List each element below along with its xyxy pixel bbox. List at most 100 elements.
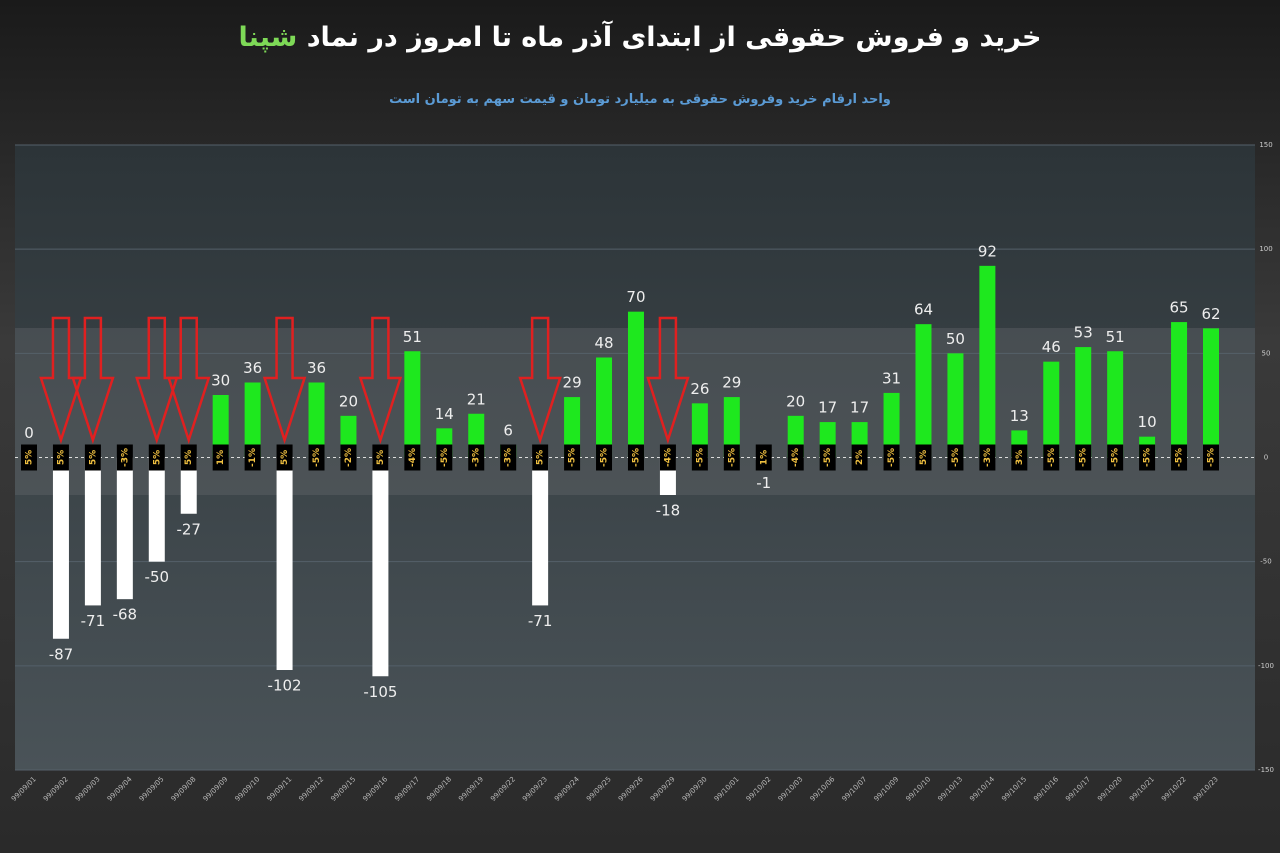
y-tick-label: 150 xyxy=(1259,141,1272,149)
x-tick-label: 99/09/16 xyxy=(361,775,389,803)
arrow xyxy=(135,316,179,445)
price-change-box xyxy=(468,444,485,471)
bar xyxy=(1171,322,1188,458)
arrow xyxy=(71,316,115,445)
value-label: 17 xyxy=(850,399,869,417)
bar xyxy=(372,457,389,677)
x-tick-label: 99/10/15 xyxy=(1000,775,1028,803)
price-change-label: -5% xyxy=(695,448,705,467)
value-label: -68 xyxy=(113,606,138,624)
price-change-label: -5% xyxy=(600,448,610,467)
x-tick-label: 99/10/06 xyxy=(809,775,837,803)
value-label: 26 xyxy=(690,380,709,398)
arrow xyxy=(262,316,307,445)
price-change-box xyxy=(1043,444,1060,471)
price-change-box xyxy=(883,444,900,471)
price-change-label: 3% xyxy=(1015,450,1025,465)
price-change-box xyxy=(52,444,69,471)
price-change-label: 1% xyxy=(216,450,226,465)
x-tick-label: 99/10/02 xyxy=(745,775,773,803)
arrow xyxy=(167,316,211,445)
value-label: 48 xyxy=(594,334,613,352)
symbol: شپنا xyxy=(238,22,298,53)
price-change-label: 5% xyxy=(536,450,546,465)
value-label: 29 xyxy=(722,374,741,392)
bar xyxy=(116,457,133,600)
x-tick-label: 99/10/01 xyxy=(713,775,741,803)
value-label: 50 xyxy=(946,330,965,348)
price-change-box xyxy=(915,444,932,471)
price-change-box xyxy=(851,444,868,471)
x-tick-label: 99/09/01 xyxy=(10,775,38,803)
price-change-box xyxy=(180,444,197,471)
price-change-box xyxy=(308,444,325,471)
value-label: 36 xyxy=(243,359,262,377)
y-tick-label: 50 xyxy=(1262,349,1271,357)
price-change-box xyxy=(436,444,453,471)
x-tick-label: 99/10/21 xyxy=(1128,775,1156,803)
x-tick-label: 99/09/30 xyxy=(681,775,709,803)
value-label: 29 xyxy=(563,374,582,392)
price-change-box xyxy=(979,444,996,471)
arrow xyxy=(358,316,403,445)
bar xyxy=(52,457,69,639)
y-tick-label: 0 xyxy=(1264,454,1268,462)
value-label: 31 xyxy=(882,369,901,387)
price-change-label: -5% xyxy=(568,448,578,467)
x-tick-label: 99/09/22 xyxy=(489,775,517,803)
price-change-label: -2% xyxy=(344,448,354,467)
bar xyxy=(1203,328,1219,458)
price-change-box xyxy=(596,444,613,471)
bar xyxy=(564,397,581,458)
price-change-box xyxy=(659,444,676,471)
price-change-label: -5% xyxy=(727,448,737,467)
price-change-label: -5% xyxy=(1143,448,1153,467)
price-change-label: 5% xyxy=(25,450,35,465)
value-label: 46 xyxy=(1042,338,1061,356)
x-tick-label: 99/09/24 xyxy=(553,775,581,803)
x-tick-label: 99/09/02 xyxy=(42,775,70,803)
value-label: 21 xyxy=(467,390,486,408)
price-change-label: -5% xyxy=(823,448,833,467)
price-change-box xyxy=(1203,444,1219,471)
price-change-box xyxy=(627,444,644,471)
price-change-box xyxy=(819,444,836,471)
x-tick-label: 99/10/23 xyxy=(1192,775,1220,803)
price-change-label: -5% xyxy=(1079,448,1089,467)
x-tick-label: 99/09/17 xyxy=(393,775,421,803)
price-change-box xyxy=(116,444,133,471)
price-change-box xyxy=(84,444,101,471)
price-change-label: -3% xyxy=(504,448,514,467)
bar xyxy=(148,457,165,562)
x-tick-label: 99/09/18 xyxy=(425,775,453,803)
price-change-label: 5% xyxy=(88,450,98,465)
x-tick-label: 99/09/11 xyxy=(265,775,293,803)
x-tick-label: 99/09/26 xyxy=(617,775,645,803)
value-label: 92 xyxy=(978,242,997,260)
value-label: -71 xyxy=(528,612,553,630)
price-change-box xyxy=(1139,444,1156,471)
x-tick-label: 99/09/15 xyxy=(329,775,357,803)
price-change-box xyxy=(404,444,421,471)
price-change-box xyxy=(340,444,357,471)
price-change-label: 5% xyxy=(280,450,290,465)
value-label: 36 xyxy=(307,359,326,377)
x-tick-label: 99/09/09 xyxy=(202,775,230,803)
value-label: 13 xyxy=(1010,407,1029,425)
price-change-label: -4% xyxy=(663,448,673,467)
price-change-label: 1% xyxy=(759,450,769,465)
price-change-label: -3% xyxy=(983,448,993,467)
price-change-label: -5% xyxy=(440,448,450,467)
bar xyxy=(883,392,900,458)
y-tick-label: 100 xyxy=(1259,245,1272,253)
price-change-box xyxy=(148,444,165,471)
bar xyxy=(276,457,293,670)
price-change-label: 2% xyxy=(855,450,865,465)
price-change-label: -5% xyxy=(1207,448,1217,467)
value-label: 10 xyxy=(1138,413,1157,431)
price-change-box xyxy=(1075,444,1092,471)
bar xyxy=(84,457,101,606)
price-change-label: -4% xyxy=(408,448,418,467)
value-label: -18 xyxy=(656,502,681,520)
value-label: 64 xyxy=(914,301,933,319)
